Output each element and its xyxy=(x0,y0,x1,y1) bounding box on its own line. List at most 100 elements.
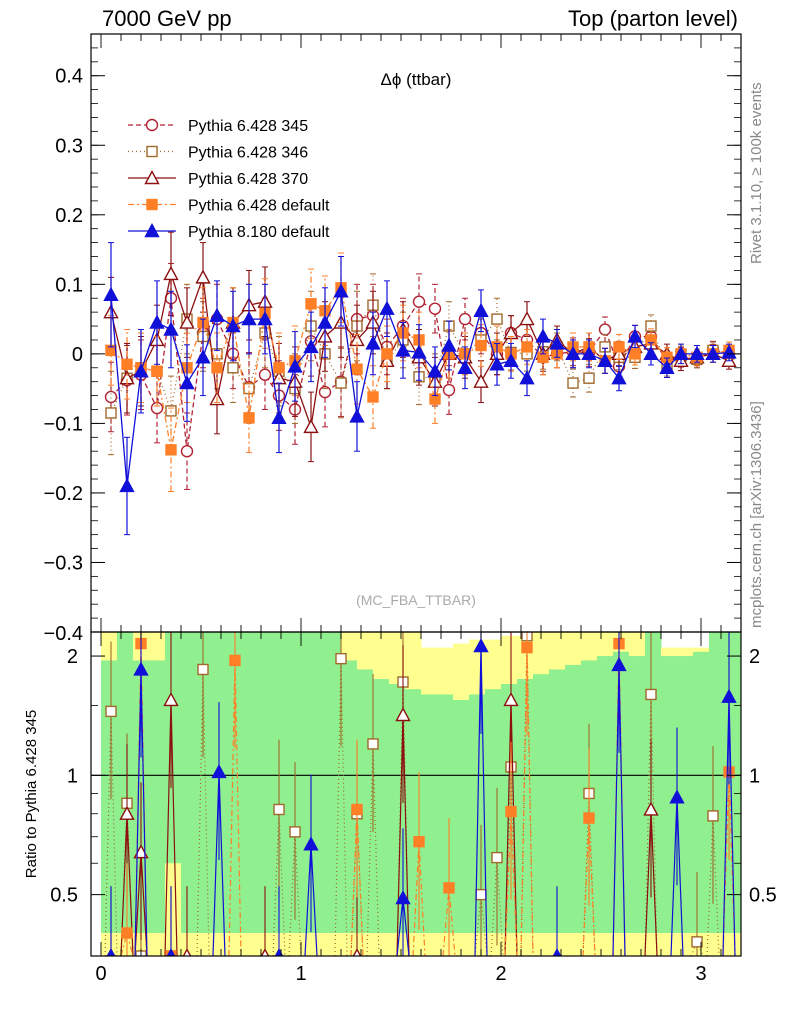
ratio-spike xyxy=(712,815,720,956)
band-inner-segment xyxy=(197,632,214,934)
ratio-spike xyxy=(310,844,318,956)
ratio-spike xyxy=(728,771,736,956)
ratio-spike xyxy=(504,811,512,956)
ratio-series-3 xyxy=(105,632,737,956)
data-point xyxy=(367,738,379,750)
legend-label: Pythia 6.428 default xyxy=(188,198,330,215)
data-point xyxy=(379,300,395,315)
data-point xyxy=(273,362,285,374)
band-inner-segment xyxy=(549,669,566,934)
x-tick-label: 1 xyxy=(295,963,306,985)
legend-swatch-marker xyxy=(144,223,160,238)
band-inner-segment xyxy=(293,632,310,934)
ratio-spike xyxy=(510,699,518,956)
ratio-spike xyxy=(164,699,172,956)
data-point xyxy=(104,390,118,404)
data-point xyxy=(473,302,489,317)
data-point xyxy=(318,385,332,399)
ratio-spike xyxy=(448,887,456,956)
ratio-uncertainty-bands xyxy=(101,632,741,956)
data-point xyxy=(442,383,456,397)
data-point xyxy=(335,652,347,665)
data-point xyxy=(491,851,503,864)
data-point xyxy=(705,345,721,361)
data-point xyxy=(659,359,675,374)
ratio-spike xyxy=(396,681,404,956)
data-point xyxy=(243,412,255,424)
band-inner-segment xyxy=(565,664,582,934)
y-tick-label: 0 xyxy=(72,344,83,366)
ratio-spike xyxy=(356,809,364,956)
ratio-spike xyxy=(304,844,312,956)
data-point xyxy=(611,656,627,672)
ratio-spike xyxy=(278,809,286,956)
data-point xyxy=(121,358,133,370)
data-point xyxy=(303,338,319,354)
ratio-spike xyxy=(526,647,534,956)
data-point xyxy=(443,882,455,894)
band-inner-segment xyxy=(437,694,454,934)
data-point xyxy=(643,801,659,816)
band-inner-segment xyxy=(629,656,646,934)
ratio-spike xyxy=(140,852,148,956)
data-point xyxy=(473,638,489,653)
data-point xyxy=(535,328,551,343)
data-point xyxy=(197,663,209,676)
band-inner-segment xyxy=(309,632,326,934)
ratio-spike xyxy=(366,743,374,956)
axes: 0.4 0.3 0.2 0.1 0 −0.1 −0.2 −0.3 −0.4 0 1 2 3 0.5 0.5 1… xyxy=(44,33,777,985)
data-point xyxy=(627,328,643,343)
ratio-spike xyxy=(644,809,652,956)
ratio-spike xyxy=(134,669,142,956)
legend-label: Pythia 6.428 346 xyxy=(188,145,308,162)
ratio-spike xyxy=(350,809,358,956)
data-point xyxy=(583,372,595,384)
data-point xyxy=(241,311,257,326)
band-inner-segment xyxy=(597,656,614,934)
data-point xyxy=(229,654,241,667)
ratio-spike xyxy=(294,831,302,956)
ratio-spike xyxy=(588,818,596,956)
data-point xyxy=(151,365,163,377)
ratio-spike xyxy=(696,941,704,956)
data-point xyxy=(707,810,719,822)
data-point xyxy=(105,407,117,419)
ratio-spike xyxy=(418,841,426,956)
ratio-y-tick-label: 1 xyxy=(67,765,78,787)
data-point xyxy=(689,345,705,361)
band-inner-segment xyxy=(245,632,262,934)
data-point xyxy=(257,311,273,326)
ratio-spike xyxy=(504,699,512,956)
data-point xyxy=(349,408,365,423)
ratio-spike xyxy=(396,714,404,956)
data-point xyxy=(163,691,179,707)
data-point xyxy=(119,478,135,493)
ratio-spike xyxy=(650,809,658,956)
data-point xyxy=(365,335,381,350)
band-inner-segment xyxy=(421,694,438,934)
data-point xyxy=(105,705,117,718)
data-point xyxy=(549,335,565,350)
data-point xyxy=(598,323,612,336)
ratio-spike xyxy=(442,887,450,956)
legend-swatch-marker xyxy=(146,145,158,158)
band-inner-segment xyxy=(485,689,502,934)
header-process-label: Top (parton level) xyxy=(568,6,738,31)
data-point xyxy=(503,691,519,707)
rivet-version-label: Rivet 3.1.10, ≥ 100k events xyxy=(748,82,765,264)
ratio-spike xyxy=(526,635,534,956)
ratio-spike xyxy=(618,664,626,956)
data-point xyxy=(273,803,285,816)
ratio-spike xyxy=(288,831,296,956)
data-point xyxy=(721,344,737,359)
data-point xyxy=(503,352,519,368)
band-inner-segment xyxy=(117,632,134,934)
data-point xyxy=(519,370,535,385)
data-point xyxy=(209,307,225,322)
band-inner-segment xyxy=(373,679,390,934)
data-point xyxy=(565,345,581,361)
data-point xyxy=(227,362,239,374)
data-point xyxy=(489,356,505,371)
band-inner-segment xyxy=(149,660,166,934)
ratio-spike xyxy=(728,696,736,956)
